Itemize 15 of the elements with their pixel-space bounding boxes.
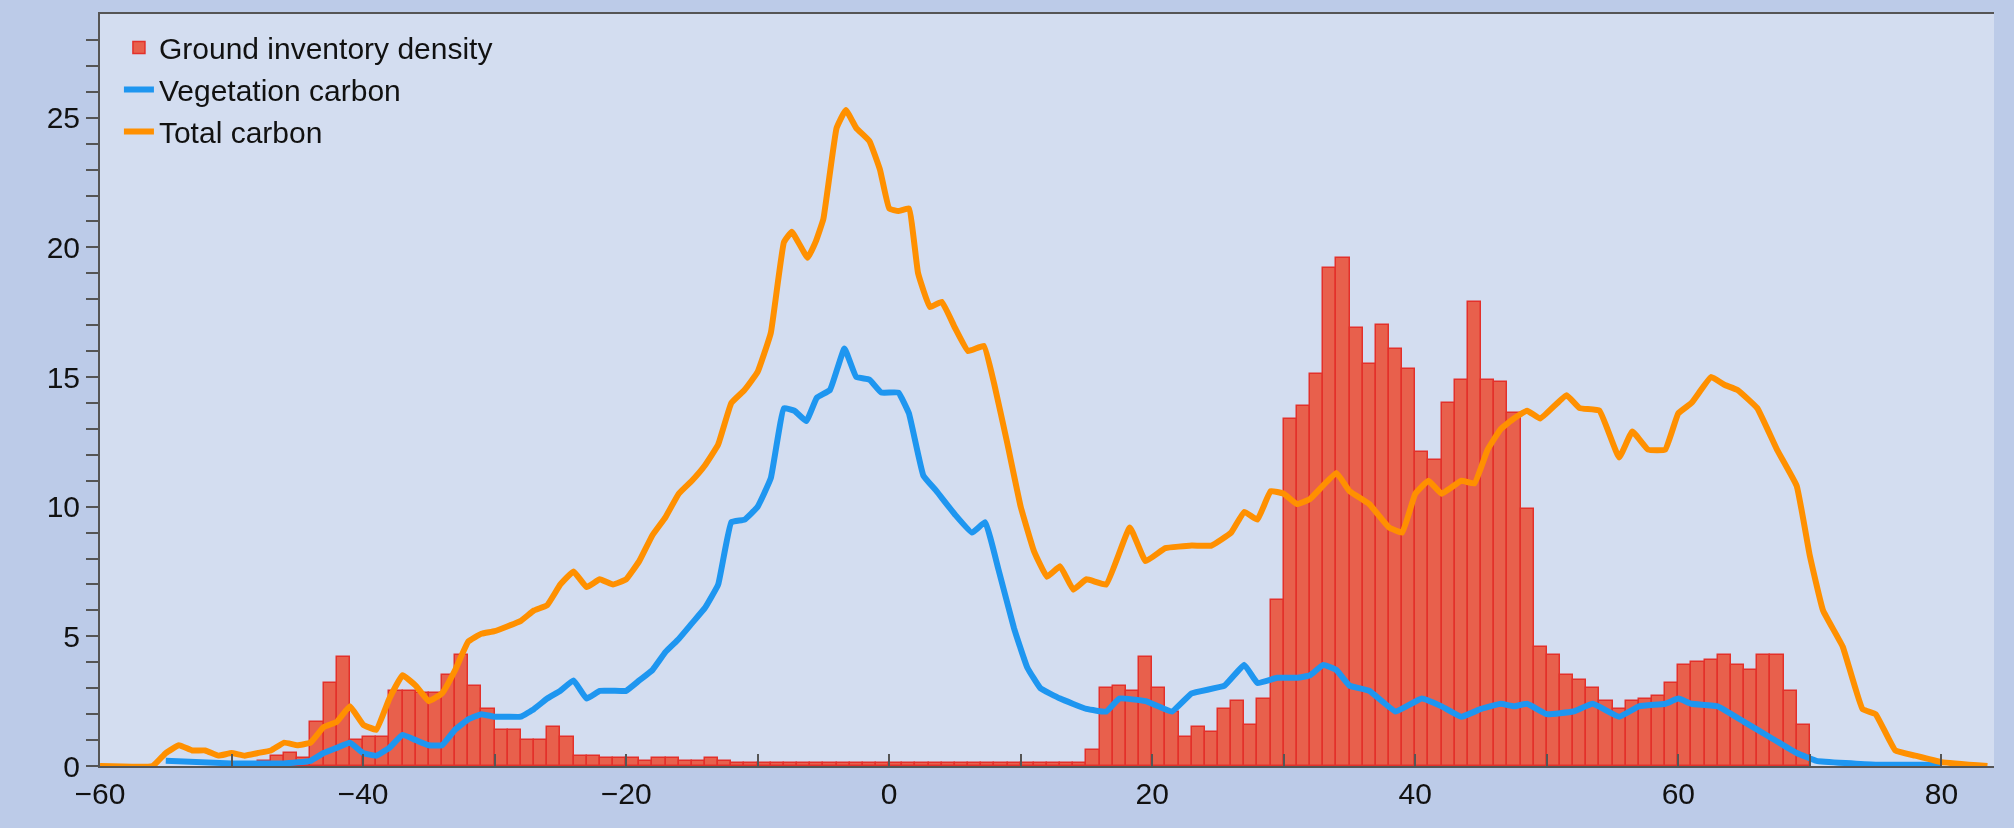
- y-tick-label: 25: [46, 101, 80, 135]
- y-tick-label: 5: [63, 619, 80, 653]
- y-tick-label: 15: [46, 360, 80, 394]
- x-tick-label: −20: [600, 777, 652, 810]
- x-tick-label: 80: [1924, 777, 1959, 810]
- x-tick-label: 40: [1398, 777, 1432, 810]
- legend-label: Total carbon: [158, 116, 323, 150]
- x-tick-label: 60: [1661, 777, 1696, 810]
- legend-label: Vegetation carbon: [158, 74, 401, 108]
- x-tick-label: −40: [337, 777, 389, 810]
- y-tick-label: 20: [46, 230, 80, 264]
- legend-label: Ground inventory density: [158, 32, 493, 66]
- y-tick-label: 10: [46, 490, 80, 524]
- x-tick-label: 0: [880, 777, 898, 810]
- x-tick-label: 20: [1135, 777, 1169, 810]
